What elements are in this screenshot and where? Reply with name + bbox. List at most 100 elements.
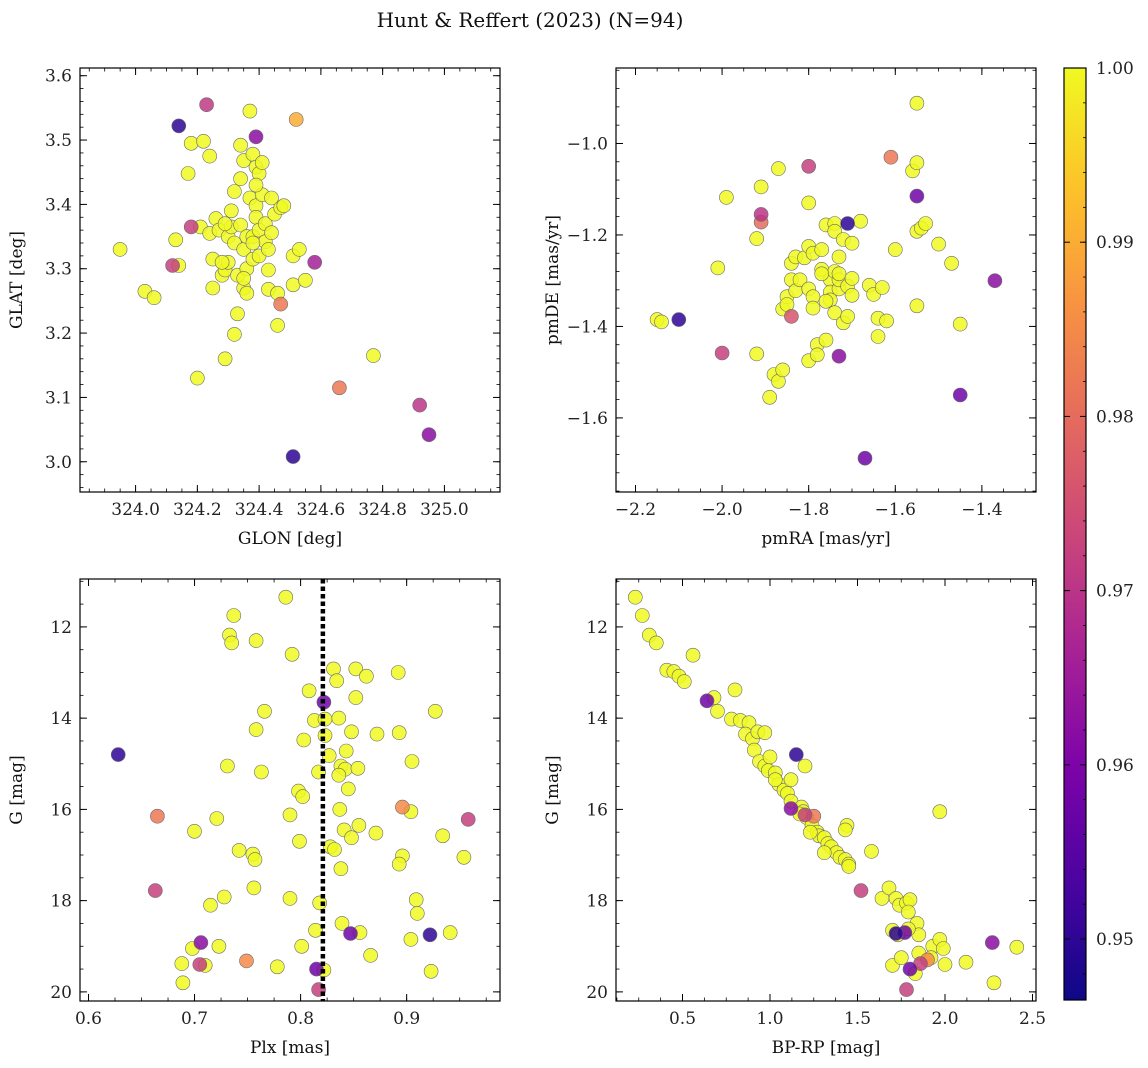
data-point (816, 845, 832, 861)
data-point (171, 118, 187, 134)
data-point (329, 673, 345, 689)
data-point (870, 329, 886, 344)
data-point (797, 807, 813, 823)
data-point (879, 313, 894, 329)
x-axis-label: pmRA [mas/yr] (761, 529, 890, 549)
data-point (909, 188, 925, 204)
y-tick-label: 16 (586, 800, 608, 820)
panels: 324.0 324.2 324.4 324.6 324.8 325.0 3.0 3.1 3.2 3… (7, 67, 1046, 1058)
data-point (788, 747, 804, 762)
data-point (900, 904, 916, 920)
y-axis-label: G [mag] (543, 755, 563, 824)
data-point (902, 892, 918, 908)
data-point (338, 743, 354, 759)
data-point (853, 883, 869, 898)
data-point (264, 190, 279, 206)
data-point (348, 661, 364, 677)
data-point (226, 608, 242, 623)
data-point (190, 370, 205, 386)
data-point (242, 103, 258, 119)
data-point (654, 314, 669, 330)
data-point (307, 254, 323, 270)
data-point (909, 95, 925, 111)
data-point (261, 262, 276, 278)
y-tick-label: 14 (50, 709, 72, 729)
data-point (148, 883, 163, 898)
data-point (831, 249, 847, 265)
data-point (809, 347, 825, 363)
y-tick-label: 3.4 (45, 195, 72, 215)
data-point (412, 397, 428, 413)
x-tick-label: −1.8 (788, 500, 829, 520)
x-tick-label: −2.2 (615, 500, 656, 520)
data-point (348, 690, 364, 705)
y-axis-label: pmDE [mas/yr] (543, 215, 563, 345)
data-point (308, 922, 323, 938)
data-point (334, 916, 350, 931)
data-point (634, 608, 650, 623)
data-point (864, 844, 879, 859)
data-point (1009, 939, 1025, 955)
data-point (312, 895, 328, 911)
data-point (784, 309, 799, 324)
data-point (285, 449, 301, 464)
data-point (168, 232, 183, 248)
data-point (278, 589, 294, 605)
data-point (887, 242, 903, 257)
data-point (211, 938, 227, 954)
data-point (460, 812, 476, 827)
y-tick-label: 18 (50, 892, 72, 912)
data-point (340, 781, 356, 797)
data-point (442, 925, 458, 940)
data-point (247, 852, 263, 867)
data-point (248, 177, 264, 193)
data-point (295, 789, 311, 804)
data-point (270, 318, 285, 333)
data-point (344, 724, 359, 740)
data-point (282, 807, 298, 823)
x-tick-label: 0.6 (75, 1009, 102, 1029)
x-tick-label: 2.5 (1019, 1009, 1046, 1029)
data-point (403, 932, 419, 947)
axes-frame (615, 67, 1037, 493)
points-plx (110, 589, 476, 997)
data-point (292, 833, 307, 849)
data-point (199, 97, 214, 112)
data-point (888, 926, 904, 941)
data-point (853, 213, 868, 229)
data-point (165, 258, 180, 273)
data-point (753, 179, 769, 195)
data-point (192, 957, 208, 972)
data-point (183, 219, 199, 235)
data-point (196, 134, 211, 149)
data-point (841, 859, 857, 874)
data-point (783, 772, 799, 788)
data-point (984, 935, 1000, 950)
data-point (902, 961, 918, 977)
data-point (296, 732, 312, 748)
data-point (264, 225, 279, 240)
data-point (952, 316, 968, 332)
data-point (294, 938, 310, 954)
y-tick-label: 12 (586, 618, 608, 638)
y-tick-label: 18 (586, 892, 608, 912)
data-point (391, 856, 407, 872)
data-point (254, 764, 269, 780)
data-point (363, 948, 378, 963)
data-point (792, 272, 808, 288)
data-point (350, 760, 366, 776)
y-tick-label: 3.3 (45, 260, 72, 280)
colorbar: 0.95 0.96 0.97 0.98 0.99 1.00 (1063, 59, 1134, 1001)
data-point (344, 830, 359, 846)
data-point (935, 941, 951, 956)
data-point (273, 296, 289, 312)
data-point (395, 799, 410, 815)
x-tick-label: 0.7 (181, 1009, 208, 1029)
data-point (332, 380, 347, 396)
x-tick-label: 324.6 (297, 500, 346, 520)
data-point (757, 725, 773, 741)
data-point (814, 242, 830, 257)
x-tick-label: 325.0 (420, 500, 469, 520)
y-tick-label: −1.2 (567, 226, 608, 246)
panel-cmd: 0.5 1.0 1.5 2.0 2.5 12 14 16 18 20 BP-RP [mag] G [m… (543, 578, 1046, 1058)
